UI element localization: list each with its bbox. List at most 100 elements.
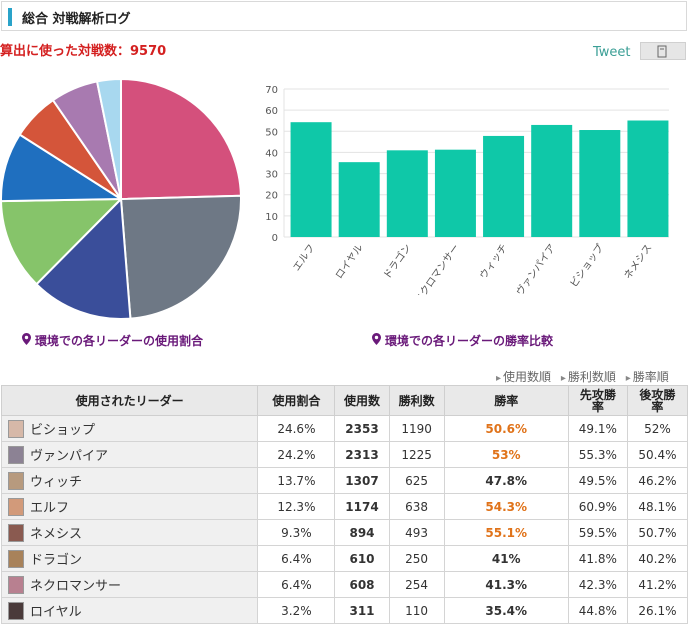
- leader-avatar: [8, 471, 24, 490]
- y-tick-label: 20: [265, 191, 278, 202]
- table-row: ネメシス 9.3% 894 493 55.1% 59.5% 50.7%: [0, 519, 689, 546]
- leader-cell: ウィッチ: [0, 467, 259, 494]
- sort-by-wins-link[interactable]: 勝利数順: [561, 370, 616, 384]
- uses-cell: 2353: [334, 415, 390, 442]
- wins-cell: 110: [388, 597, 445, 624]
- battle-count-label: 算出に使った対戦数：9570: [0, 44, 167, 59]
- leader-name: ネクロマンサー: [30, 579, 122, 594]
- leader-name: ドラゴン: [30, 553, 83, 568]
- bar: [338, 162, 380, 237]
- share-cell: 6.4%: [257, 571, 336, 598]
- sort-by-uses-link[interactable]: 使用数順: [496, 370, 551, 384]
- x-tick-label: ドラゴン: [380, 241, 414, 281]
- leader-name: ウィッチ: [30, 475, 83, 490]
- leader-avatar: [8, 549, 24, 568]
- col-header-first-rate[interactable]: 先攻勝率: [567, 385, 628, 416]
- first-rate-cell: 49.1%: [567, 415, 628, 442]
- col-header-share[interactable]: 使用割合: [257, 385, 336, 416]
- leader-cell: エルフ: [0, 493, 259, 520]
- wins-cell: 254: [388, 571, 445, 598]
- rate-cell: 41.3%: [443, 571, 569, 598]
- page-title: 総合 対戦解析ログ: [22, 12, 131, 27]
- uses-cell: 608: [334, 571, 390, 598]
- usage-pie-chart: [0, 78, 242, 320]
- bar: [434, 149, 476, 237]
- rate-cell: 47.8%: [443, 467, 569, 494]
- leader-cell: ビショップ: [0, 415, 259, 442]
- x-tick-label: ビショップ: [568, 242, 607, 290]
- leader-cell: ネメシス: [0, 519, 259, 546]
- pie-slice: [35, 196, 132, 320]
- table-row: ヴァンパイア 24.2% 2313 1225 53% 55.3% 50.4%: [0, 441, 689, 468]
- leader-name: エルフ: [30, 501, 70, 516]
- tweet-link[interactable]: Tweet: [593, 45, 631, 60]
- wins-cell: 625: [388, 467, 445, 494]
- first-rate-cell: 49.5%: [567, 467, 628, 494]
- first-rate-cell: 42.3%: [567, 571, 628, 598]
- rate-cell: 41%: [443, 545, 569, 572]
- sort-by-rate-link[interactable]: 勝率順: [626, 370, 669, 384]
- bar: [290, 122, 332, 237]
- uses-cell: 2313: [334, 441, 390, 468]
- rate-cell: 53%: [443, 441, 569, 468]
- second-rate-cell: 46.2%: [626, 467, 689, 494]
- header-accent-bar: [8, 8, 12, 26]
- bar: [579, 130, 621, 237]
- wins-cell: 250: [388, 545, 445, 572]
- share-button[interactable]: [640, 42, 686, 60]
- x-tick-label: ネクロマンサー: [412, 242, 462, 295]
- x-tick-label: ヴァンパイア: [513, 241, 558, 295]
- share-cell: 13.7%: [257, 467, 336, 494]
- pie-caption: 環境での各リーダーの使用割合: [22, 332, 203, 349]
- col-header-rate[interactable]: 勝率: [443, 385, 569, 416]
- leader-avatar: [8, 497, 24, 516]
- table-row: エルフ 12.3% 1174 638 54.3% 60.9% 48.1%: [0, 493, 689, 520]
- table-row: ビショップ 24.6% 2353 1190 50.6% 49.1% 52%: [0, 415, 689, 442]
- leader-avatar: [8, 445, 24, 464]
- leader-cell: ヴァンパイア: [0, 441, 259, 468]
- wins-cell: 493: [388, 519, 445, 546]
- col-header-second-rate[interactable]: 後攻勝率: [626, 385, 689, 416]
- y-tick-label: 40: [265, 148, 278, 159]
- uses-cell: 894: [334, 519, 390, 546]
- wins-cell: 1190: [388, 415, 445, 442]
- table-row: ドラゴン 6.4% 610 250 41% 41.8% 40.2%: [0, 545, 689, 572]
- col-header-leader[interactable]: 使用されたリーダー: [0, 385, 259, 416]
- uses-cell: 610: [334, 545, 390, 572]
- table-row: ネクロマンサー 6.4% 608 254 41.3% 42.3% 41.2%: [0, 571, 689, 598]
- bar-caption-text: 環境での各リーダーの勝率比較: [385, 334, 554, 348]
- first-rate-cell: 59.5%: [567, 519, 628, 546]
- share-cell: 24.2%: [257, 441, 336, 468]
- y-tick-label: 60: [265, 106, 278, 117]
- share-cell: 12.3%: [257, 493, 336, 520]
- leader-stats-table: 使用されたリーダー 使用割合 使用数 勝利数 勝率 先攻勝率 後攻勝率 ビショッ…: [0, 385, 689, 624]
- y-tick-label: 10: [265, 212, 278, 223]
- col-header-uses[interactable]: 使用数: [334, 385, 390, 416]
- share-cell: 24.6%: [257, 415, 336, 442]
- y-tick-label: 0: [272, 233, 278, 244]
- second-rate-cell: 26.1%: [626, 597, 689, 624]
- pie-slice: [120, 78, 242, 201]
- first-rate-cell: 55.3%: [567, 441, 628, 468]
- table-header-row: 使用されたリーダー 使用割合 使用数 勝利数 勝率 先攻勝率 後攻勝率: [0, 385, 689, 416]
- sort-links: 使用数順 勝利数順 勝率順: [490, 368, 669, 385]
- first-rate-cell: 41.8%: [567, 545, 628, 572]
- bar: [627, 120, 669, 237]
- leader-avatar: [8, 601, 24, 620]
- uses-cell: 311: [334, 597, 390, 624]
- x-tick-label: ウィッチ: [477, 242, 510, 282]
- bar: [531, 124, 573, 237]
- second-rate-cell: 50.4%: [626, 441, 689, 468]
- bookmark-icon: [657, 45, 667, 58]
- leader-name: ネメシス: [30, 527, 83, 542]
- pie-slice: [0, 197, 124, 286]
- leader-name: ロイヤル: [30, 605, 82, 620]
- leader-avatar: [8, 523, 24, 542]
- uses-cell: 1174: [334, 493, 390, 520]
- col-header-wins[interactable]: 勝利数: [388, 385, 445, 416]
- leader-avatar: [8, 419, 24, 438]
- leader-cell: ネクロマンサー: [0, 571, 259, 598]
- x-tick-label: ロイヤル: [334, 242, 366, 281]
- second-rate-cell: 40.2%: [626, 545, 689, 572]
